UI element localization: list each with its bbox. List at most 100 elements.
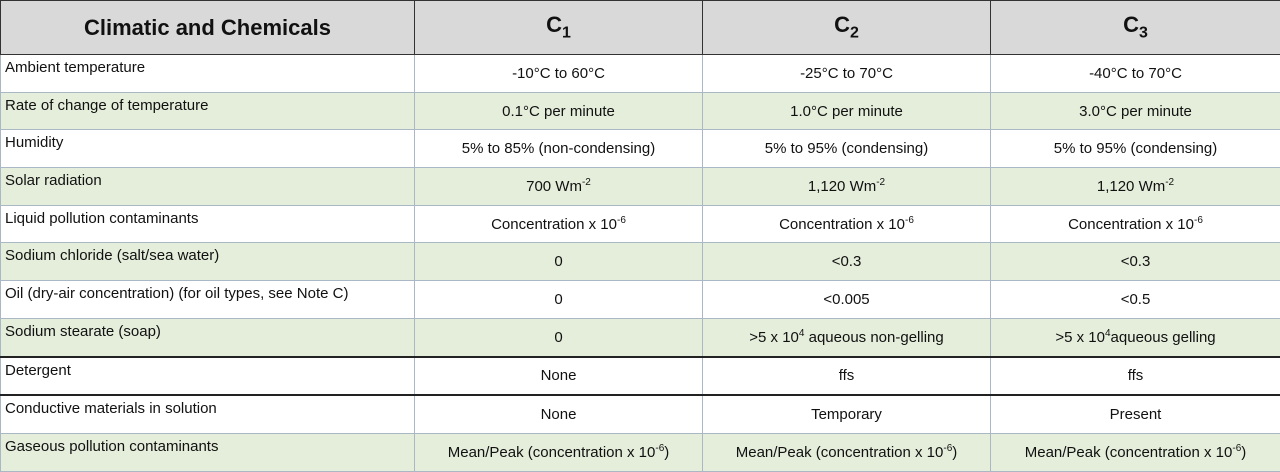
table-cell: <0.5	[991, 281, 1280, 319]
table-cell: Mean/Peak (concentration x 10-6)	[415, 433, 703, 471]
table-cell: 5% to 95% (condensing)	[991, 130, 1280, 168]
subscript: 2	[850, 25, 859, 42]
cell-text: ffs	[839, 367, 855, 384]
cell-text: >5 x 10	[749, 329, 799, 346]
header-cell: Climatic and Chemicals	[1, 1, 415, 55]
cell-text: C	[834, 12, 850, 37]
cell-text: 0.1°C per minute	[502, 103, 615, 120]
table-cell: Solar radiation	[1, 168, 415, 206]
table-cell: None	[415, 395, 703, 433]
table-cell: Detergent	[1, 357, 415, 396]
table-cell: 0.1°C per minute	[415, 92, 703, 130]
table-cell: Gaseous pollution contaminants	[1, 433, 415, 471]
cell-text: )	[1241, 444, 1246, 461]
table-row: Detergent None ffs ffs	[1, 357, 1280, 396]
cell-text: Rate of change of temperature	[5, 97, 208, 114]
page: {"table": { "header": ["Climatic and Che…	[0, 0, 1280, 423]
table-cell: Oil (dry-air concentration) (for oil typ…	[1, 281, 415, 319]
cell-text: Humidity	[5, 134, 63, 151]
superscript: -6	[655, 443, 664, 454]
cell-text: 0	[554, 253, 562, 270]
table-cell: 700 Wm-2	[415, 168, 703, 206]
superscript: -6	[617, 215, 626, 226]
table-cell: 0	[415, 281, 703, 319]
header-cell: C2	[703, 1, 991, 55]
cell-text: C	[546, 12, 562, 37]
table-cell: 3.0°C per minute	[991, 92, 1280, 130]
superscript: -6	[905, 215, 914, 226]
table-cell: Sodium stearate (soap)	[1, 318, 415, 356]
cell-text: Concentration x 10	[1068, 216, 1194, 233]
table-row: Conductive materials in solution None Temp…	[1, 395, 1280, 433]
subscript: 1	[562, 25, 571, 42]
superscript: -2	[1165, 177, 1174, 188]
table-cell: ffs	[991, 357, 1280, 396]
cell-text: Conductive materials in solution	[5, 400, 217, 417]
cell-text: Concentration x 10	[779, 216, 905, 233]
cell-text: Mean/Peak (concentration x 10	[1025, 444, 1233, 461]
cell-text: <0.5	[1121, 291, 1151, 308]
cell-text: C	[1123, 12, 1139, 37]
table-cell: Mean/Peak (concentration x 10-6)	[991, 433, 1280, 471]
table-cell: <0.3	[991, 243, 1280, 281]
cell-text: )	[952, 444, 957, 461]
cell-text: ffs	[1128, 367, 1144, 384]
cell-text: Concentration x 10	[491, 216, 617, 233]
superscript: -6	[943, 443, 952, 454]
table-cell: -10°C to 60°C	[415, 55, 703, 93]
cell-text: aqueous non-gelling	[804, 329, 943, 346]
superscript: -2	[876, 177, 885, 188]
table-cell: 1,120 Wm-2	[991, 168, 1280, 206]
cell-text: 700 Wm	[526, 178, 582, 195]
cell-text: -40°C to 70°C	[1089, 65, 1182, 82]
cell-text: <0.3	[832, 253, 862, 270]
table-cell: <0.005	[703, 281, 991, 319]
cell-text: <0.3	[1121, 253, 1151, 270]
table-row: Ambient temperature-10°C to 60°C-25°C to…	[1, 55, 1280, 93]
cell-text: Mean/Peak (concentration x 10	[736, 444, 944, 461]
table-cell: ffs	[703, 357, 991, 396]
cell-text: 5% to 95% (condensing)	[765, 140, 928, 157]
table-cell: Humidity	[1, 130, 415, 168]
table-row: Liquid pollution contaminants Concentrati…	[1, 205, 1280, 243]
cell-text: Detergent	[5, 362, 71, 379]
cell-text: )	[664, 444, 669, 461]
table-cell: Mean/Peak (concentration x 10-6)	[703, 433, 991, 471]
header-cell: C3	[991, 1, 1280, 55]
cell-text: <0.005	[823, 291, 869, 308]
cell-text: 1,120 Wm	[808, 178, 876, 195]
table-cell: Conductive materials in solution	[1, 395, 415, 433]
cell-text: Sodium stearate (soap)	[5, 323, 161, 340]
cell-text: Mean/Peak (concentration x 10	[448, 444, 656, 461]
cell-text: None	[541, 367, 577, 384]
table-cell: Concentration x 10-6	[991, 205, 1280, 243]
table-cell: >5 x 104 aqueous non-gelling	[703, 318, 991, 356]
table-row: Rate of change of temperature 0.1°C per m…	[1, 92, 1280, 130]
cell-text: 5% to 95% (condensing)	[1054, 140, 1217, 157]
table-cell: Rate of change of temperature	[1, 92, 415, 130]
table-cell: Concentration x 10-6	[703, 205, 991, 243]
cell-text: Solar radiation	[5, 172, 102, 189]
table-cell: Liquid pollution contaminants	[1, 205, 415, 243]
cell-text: Present	[1110, 406, 1162, 423]
cell-text: Sodium chloride (salt/sea water)	[5, 247, 219, 264]
cell-text: Ambient temperature	[5, 59, 145, 76]
cell-text: Gaseous pollution contaminants	[5, 438, 218, 455]
table-cell: >5 x 104aqueous gelling	[991, 318, 1280, 356]
cell-text: 0	[554, 329, 562, 346]
table-row: Oil (dry-air concentration) (for oil typ…	[1, 281, 1280, 319]
cell-text: 3.0°C per minute	[1079, 103, 1192, 120]
cell-text: 1,120 Wm	[1097, 178, 1165, 195]
table-cell: 1,120 Wm-2	[703, 168, 991, 206]
cell-text: aqueous gelling	[1111, 329, 1216, 346]
table-cell: 0	[415, 243, 703, 281]
table-cell: Temporary	[703, 395, 991, 433]
cell-text: >5 x 10	[1055, 329, 1105, 346]
table-row: Sodium stearate (soap) 0 >5 x 104 aqueous …	[1, 318, 1280, 356]
cell-text: None	[541, 406, 577, 423]
table-cell: -40°C to 70°C	[991, 55, 1280, 93]
subscript: 3	[1139, 25, 1148, 42]
cell-text: -10°C to 60°C	[512, 65, 605, 82]
